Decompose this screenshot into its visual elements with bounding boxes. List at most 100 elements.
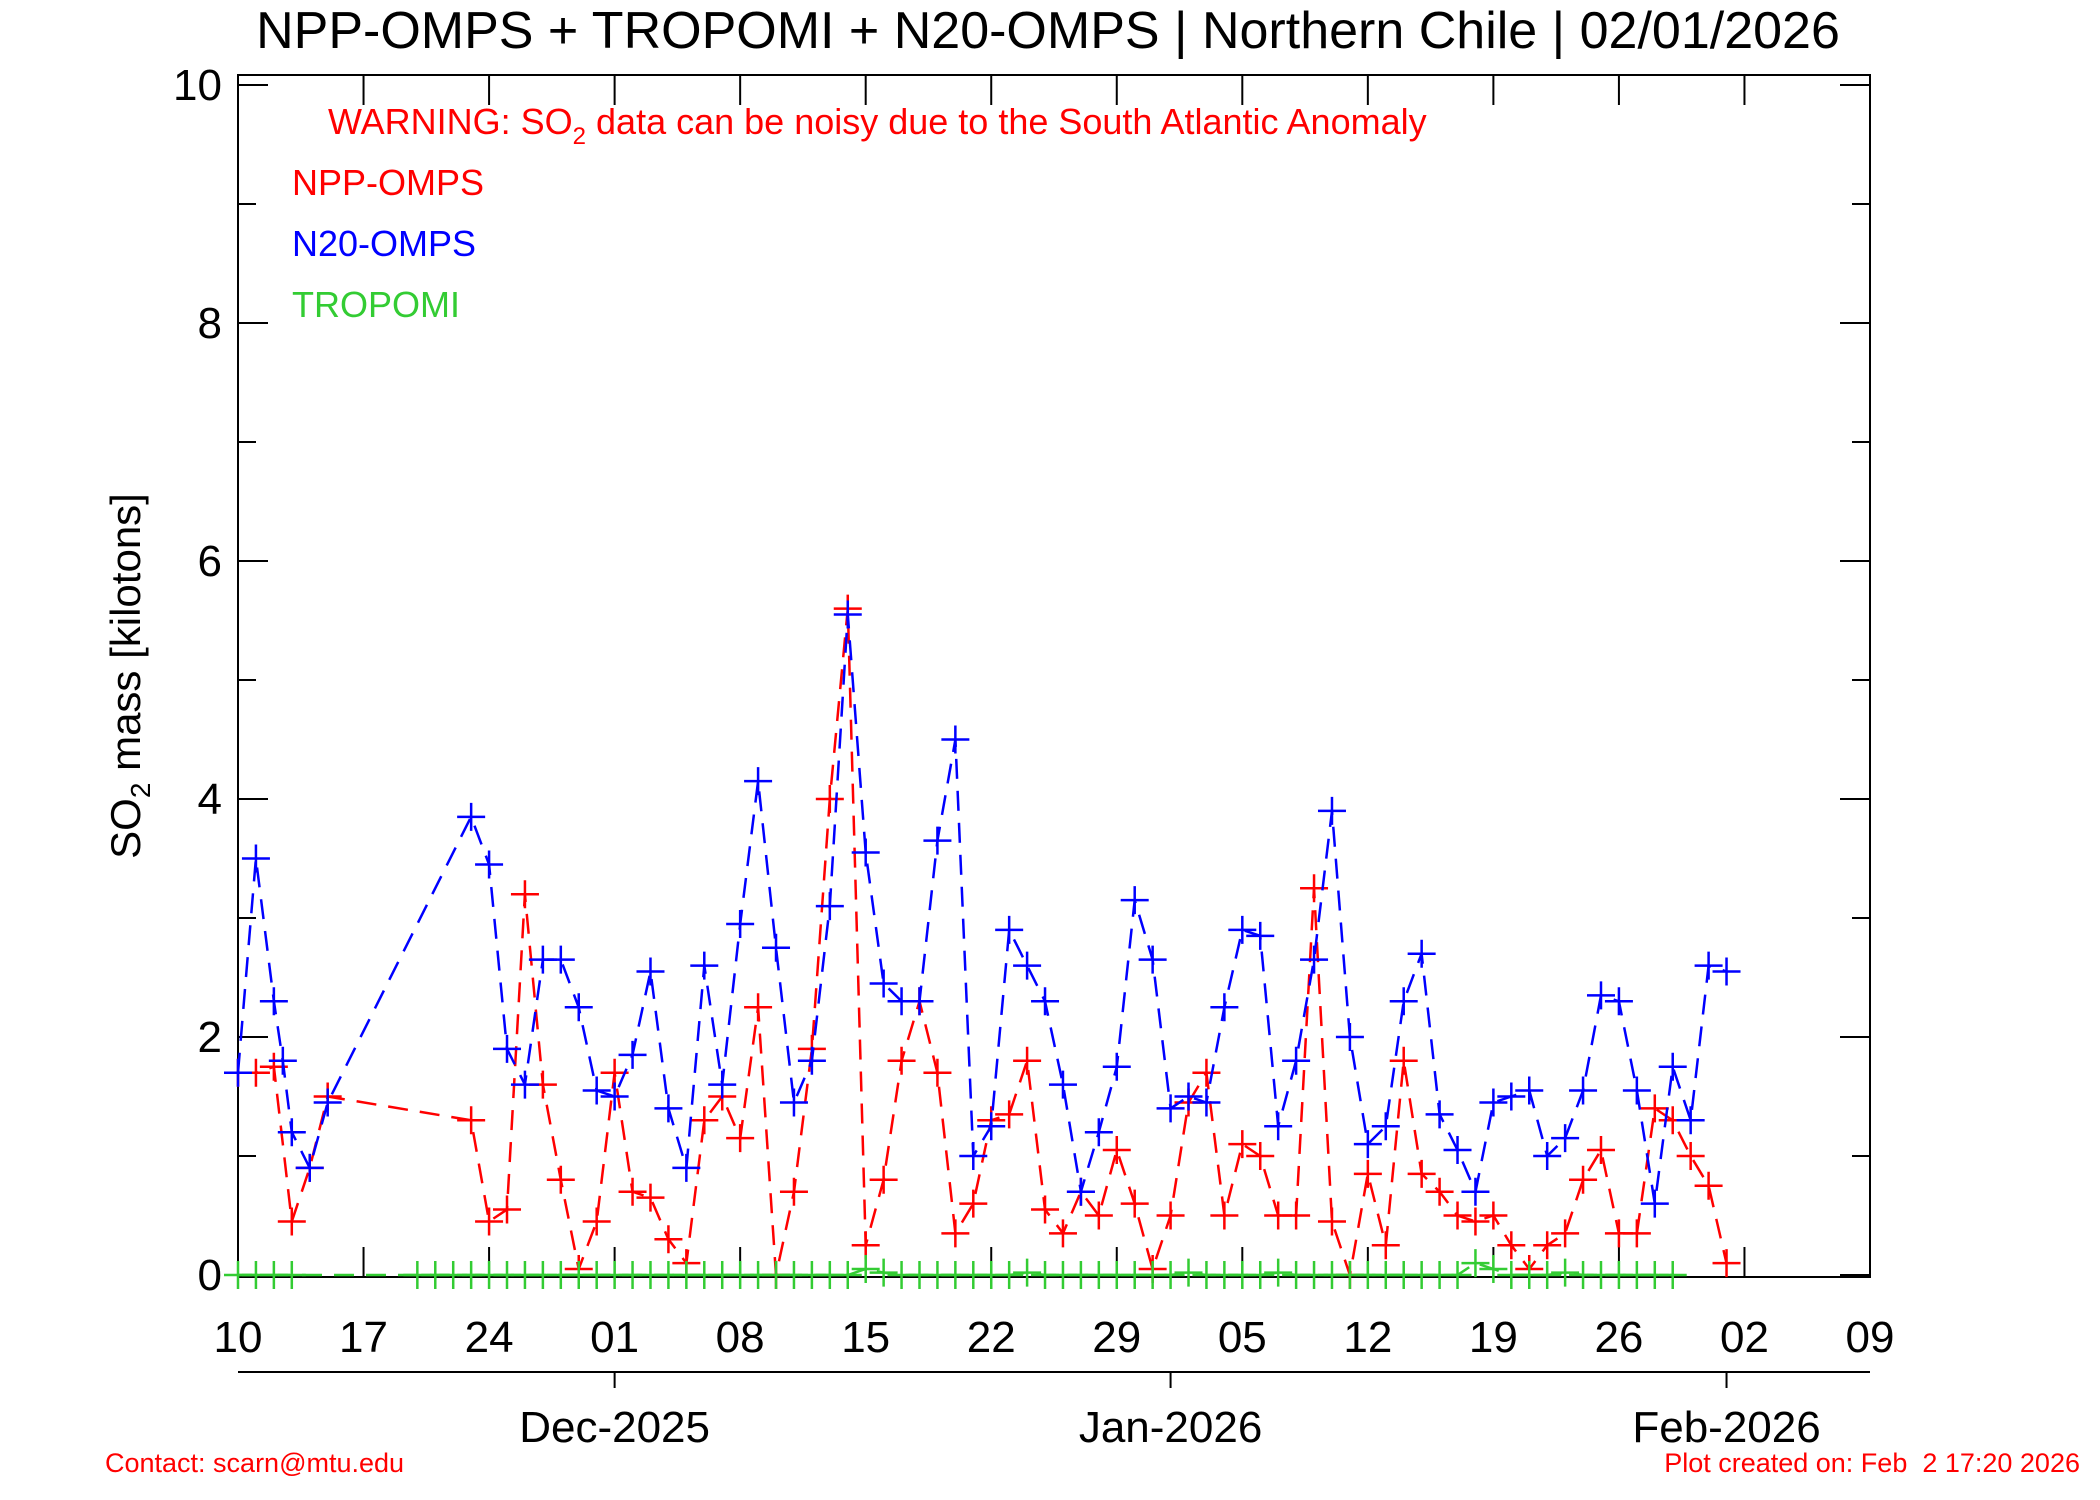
data-point xyxy=(1031,1195,1060,1224)
data-point xyxy=(1712,1249,1741,1278)
data-point xyxy=(1084,1118,1113,1147)
series-line xyxy=(238,608,1728,1276)
data-point xyxy=(1156,1094,1185,1123)
data-point xyxy=(1425,1177,1454,1206)
data-point xyxy=(1497,1231,1526,1260)
data-point xyxy=(672,1153,701,1182)
data-point xyxy=(224,1058,252,1087)
x-tick-label: 17 xyxy=(339,1313,388,1362)
data-point xyxy=(1569,1165,1598,1194)
x-tick-label: 29 xyxy=(1092,1313,1141,1362)
data-point xyxy=(905,987,934,1016)
data-point xyxy=(1300,945,1329,974)
data-point xyxy=(1210,993,1239,1022)
data-point xyxy=(744,767,773,796)
data-point xyxy=(1604,987,1633,1016)
data-point xyxy=(546,945,575,974)
plot-frame xyxy=(237,74,1871,1278)
y-axis-label-prefix: SO xyxy=(102,798,149,859)
data-point xyxy=(493,1195,522,1224)
data-point xyxy=(779,1088,808,1117)
data-point xyxy=(797,1046,826,1075)
data-point xyxy=(582,1207,611,1236)
x-tick-label: 10 xyxy=(214,1313,263,1362)
data-point xyxy=(1443,1136,1472,1165)
data-point xyxy=(1371,1231,1400,1260)
month-label: Feb-2026 xyxy=(1632,1403,1820,1452)
data-point xyxy=(815,785,844,813)
chart-title: NPP-OMPS + TROPOMI + N20-OMPS | Northern… xyxy=(256,2,1840,60)
data-point xyxy=(1084,1201,1113,1230)
data-point xyxy=(1694,951,1723,980)
data-point xyxy=(726,909,755,938)
data-point xyxy=(582,1076,611,1105)
x-tick-label: 19 xyxy=(1469,1313,1518,1362)
legend-entry: N20-OMPS xyxy=(292,223,476,264)
data-point xyxy=(1120,1189,1149,1218)
data-point xyxy=(1389,987,1418,1016)
data-point xyxy=(618,1177,647,1206)
x-axis: 10 17 24 01 08 15 22 29 05 12 19 26 02 09 xyxy=(214,75,1894,1362)
y-axis-label-subscript: 2 xyxy=(125,783,156,799)
data-point xyxy=(1551,1219,1580,1248)
data-point xyxy=(1640,1094,1669,1123)
data-point xyxy=(1658,1052,1687,1081)
data-point xyxy=(1335,1023,1364,1051)
data-point xyxy=(1120,886,1149,915)
x-tick-label: 15 xyxy=(841,1313,890,1362)
data-point xyxy=(510,1070,539,1099)
data-point xyxy=(995,1100,1024,1129)
data-point xyxy=(1264,1112,1293,1141)
data-point xyxy=(636,957,665,986)
data-point xyxy=(869,1165,898,1194)
warning-text: WARNING: SO2 data can be noisy due to th… xyxy=(328,101,1427,150)
data-point xyxy=(1031,987,1060,1016)
data-point xyxy=(1013,1258,1042,1287)
data-point xyxy=(690,1106,719,1135)
data-point xyxy=(959,1142,988,1170)
y-tick-label: 2 xyxy=(198,1013,222,1062)
data-point xyxy=(1174,1258,1203,1287)
data-point xyxy=(546,1165,575,1194)
data-point xyxy=(1317,796,1346,825)
data-point xyxy=(1658,1261,1687,1289)
data-point xyxy=(1264,1258,1293,1287)
data-point xyxy=(726,1124,755,1153)
legend-entry: NPP-OMPS xyxy=(292,162,484,203)
data-point xyxy=(941,725,970,754)
data-point xyxy=(1013,951,1042,980)
data-point xyxy=(1156,1261,1185,1289)
plot-created-text: Plot created on: Feb 2 17:20 2026 xyxy=(1664,1448,2080,1478)
data-point xyxy=(833,600,862,629)
data-point xyxy=(851,1255,880,1284)
data-point xyxy=(1317,1207,1346,1236)
data-point xyxy=(1066,1177,1095,1206)
data-point xyxy=(1371,1112,1400,1141)
y-axis-label: SO2 mass [kilotons] xyxy=(102,493,156,859)
data-point xyxy=(1533,1231,1562,1260)
data-point xyxy=(1586,1136,1615,1165)
warning-suffix: data can be noisy due to the South Atlan… xyxy=(586,101,1427,142)
data-point xyxy=(1461,1249,1490,1278)
plot-area xyxy=(224,594,1741,1289)
data-point xyxy=(1694,1171,1723,1200)
data-point xyxy=(268,1046,297,1075)
x-tick-label: 26 xyxy=(1594,1313,1643,1362)
data-point xyxy=(1174,1082,1203,1111)
contact-text: Contact: scarn@mtu.edu xyxy=(105,1448,404,1478)
data-point xyxy=(1443,1201,1472,1230)
data-point xyxy=(1102,1052,1131,1081)
data-point xyxy=(1479,1255,1508,1284)
data-point xyxy=(600,1082,629,1111)
legend-entry: TROPOMI xyxy=(292,284,460,325)
x-tick-label: 08 xyxy=(716,1313,765,1362)
data-point xyxy=(457,802,486,831)
data-point xyxy=(1138,945,1167,974)
data-point xyxy=(475,850,504,879)
data-point xyxy=(1192,1088,1221,1117)
data-point xyxy=(869,969,898,998)
data-point xyxy=(995,1261,1024,1289)
data-point xyxy=(1048,1070,1077,1099)
y-tick-label: 10 xyxy=(173,61,222,110)
